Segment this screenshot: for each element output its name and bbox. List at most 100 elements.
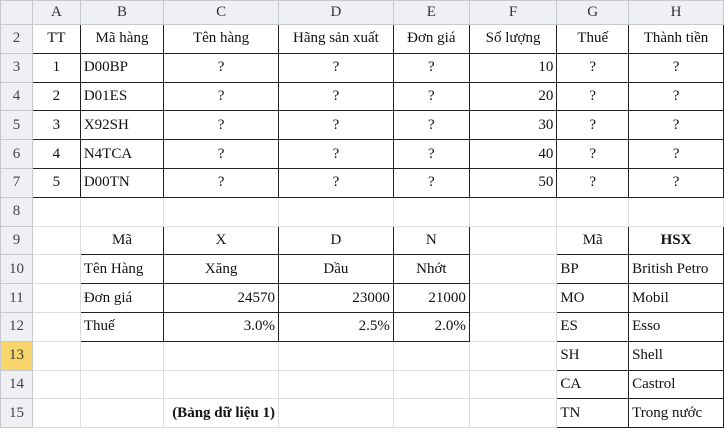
cell-h3[interactable]: ? [628, 52, 724, 83]
column-header-c[interactable]: C [163, 0, 279, 25]
cell-g2[interactable]: Thuế [556, 24, 630, 54]
row-header-7[interactable]: 7 [0, 167, 34, 198]
cell-c9[interactable]: X [163, 225, 279, 256]
cell-a14[interactable] [32, 369, 81, 400]
cell-c8[interactable] [163, 196, 279, 227]
cell-g8[interactable] [556, 196, 630, 227]
row-header-11[interactable]: 11 [0, 283, 34, 313]
cell-h2[interactable]: Thành tiền [628, 24, 724, 54]
cell-b6[interactable]: N4TCA [79, 139, 165, 169]
cell-a6[interactable]: 4 [32, 139, 81, 169]
cell-h7[interactable]: ? [628, 167, 724, 198]
column-header-e[interactable]: E [392, 0, 470, 25]
column-header-g[interactable]: G [556, 0, 630, 25]
cell-a5[interactable]: 3 [32, 110, 81, 141]
cell-b4[interactable]: D01ES [79, 81, 165, 112]
cell-g13[interactable]: SH [556, 340, 630, 371]
cell-e8[interactable] [392, 196, 470, 227]
cell-b13[interactable] [79, 340, 165, 371]
cell-b7[interactable]: D00TN [79, 167, 165, 198]
cell-d4[interactable]: ? [277, 81, 394, 112]
cell-c13[interactable] [163, 340, 279, 371]
cell-b5[interactable]: X92SH [79, 110, 165, 141]
cell-f14[interactable] [468, 369, 558, 400]
cell-h6[interactable]: ? [628, 139, 724, 169]
cell-d3[interactable]: ? [277, 52, 394, 83]
cell-g9[interactable]: Mã [556, 225, 630, 256]
cell-b14[interactable] [79, 369, 165, 400]
cell-f7[interactable]: 50 [468, 167, 558, 198]
cell-f15[interactable] [468, 398, 558, 429]
cell-e13[interactable] [392, 340, 470, 371]
cell-c11[interactable]: 24570 [163, 283, 279, 313]
cell-e14[interactable] [392, 369, 470, 400]
row-header-13[interactable]: 13 [0, 340, 34, 371]
row-header-3[interactable]: 3 [0, 52, 34, 83]
cell-h12[interactable]: Esso [628, 311, 724, 342]
column-header-f[interactable]: F [468, 0, 558, 25]
cell-d14[interactable] [277, 369, 394, 400]
cell-e15[interactable] [392, 398, 470, 429]
cell-a9[interactable] [32, 225, 81, 256]
cell-a11[interactable] [32, 283, 81, 313]
row-header-6[interactable]: 6 [0, 139, 34, 169]
cell-h14[interactable]: Castrol [628, 369, 724, 400]
row-header-9[interactable]: 9 [0, 225, 34, 256]
cell-a4[interactable]: 2 [32, 81, 81, 112]
cell-f13[interactable] [468, 340, 558, 371]
cell-b9[interactable]: Mã [79, 225, 165, 256]
cell-d9[interactable]: D [277, 225, 394, 256]
cell-b12[interactable]: Thuế [79, 311, 165, 342]
column-header-b[interactable]: B [79, 0, 165, 25]
cell-h9[interactable]: HSX [628, 225, 724, 256]
cell-h10[interactable]: British Petro [628, 254, 724, 285]
cell-e5[interactable]: ? [392, 110, 470, 141]
cell-d2[interactable]: Hãng sản xuất [277, 24, 394, 54]
cell-f10[interactable] [468, 254, 558, 285]
cell-c6[interactable]: ? [163, 139, 279, 169]
cell-f5[interactable]: 30 [468, 110, 558, 141]
column-header-h[interactable]: H [628, 0, 724, 25]
cell-d15[interactable] [277, 398, 394, 429]
cell-g12[interactable]: ES [556, 311, 630, 342]
cell-e3[interactable]: ? [392, 52, 470, 83]
cell-f4[interactable]: 20 [468, 81, 558, 112]
cell-c15[interactable]: (Bảng dữ liệu 1) [163, 398, 279, 429]
cell-a3[interactable]: 1 [32, 52, 81, 83]
cell-e2[interactable]: Đơn giá [392, 24, 470, 54]
cell-g15[interactable]: TN [556, 398, 630, 429]
cell-h5[interactable]: ? [628, 110, 724, 141]
cell-g4[interactable]: ? [556, 81, 630, 112]
cell-h11[interactable]: Mobil [628, 283, 724, 313]
cell-f6[interactable]: 40 [468, 139, 558, 169]
cell-a15[interactable] [32, 398, 81, 429]
cell-b3[interactable]: D00BP [79, 52, 165, 83]
select-all-corner[interactable] [0, 0, 34, 25]
cell-f9[interactable] [468, 225, 558, 256]
cell-d10[interactable]: Dầu [277, 254, 394, 285]
row-header-8[interactable]: 8 [0, 196, 34, 227]
row-header-10[interactable]: 10 [0, 254, 34, 285]
spreadsheet-grid[interactable]: A B C D E F G H 2 TT Mã hàng Tên hàng Hãng sản xuất Đ… [0, 0, 724, 429]
row-header-12[interactable]: 12 [0, 311, 34, 342]
row-header-5[interactable]: 5 [0, 110, 34, 141]
cell-h4[interactable]: ? [628, 81, 724, 112]
cell-g11[interactable]: MO [556, 283, 630, 313]
cell-c14[interactable] [163, 369, 279, 400]
cell-c2[interactable]: Tên hàng [163, 24, 279, 54]
row-header-4[interactable]: 4 [0, 81, 34, 112]
column-header-a[interactable]: A [32, 0, 81, 25]
cell-b2[interactable]: Mã hàng [79, 24, 165, 54]
cell-g5[interactable]: ? [556, 110, 630, 141]
cell-c5[interactable]: ? [163, 110, 279, 141]
cell-h13[interactable]: Shell [628, 340, 724, 371]
cell-a10[interactable] [32, 254, 81, 285]
cell-c10[interactable]: Xăng [163, 254, 279, 285]
cell-g6[interactable]: ? [556, 139, 630, 169]
cell-b8[interactable] [79, 196, 165, 227]
cell-g10[interactable]: BP [556, 254, 630, 285]
cell-d13[interactable] [277, 340, 394, 371]
cell-a13[interactable] [32, 340, 81, 371]
cell-h15[interactable]: Trong nước [628, 398, 724, 429]
column-header-d[interactable]: D [277, 0, 394, 25]
